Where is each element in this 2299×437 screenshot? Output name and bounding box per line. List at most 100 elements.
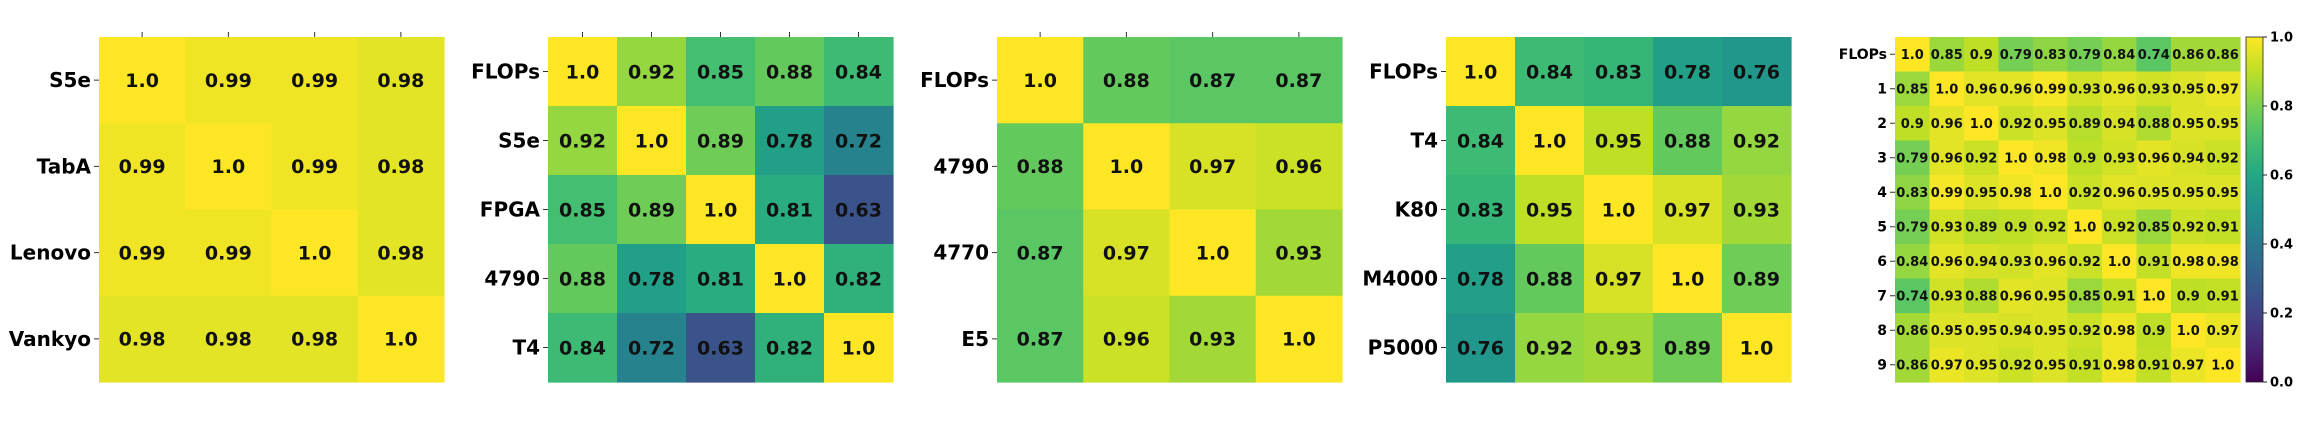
heatmap-panel-4: 1.0 0.84 0.83 0.78 0.76 0.84 1.0 0.95 0.88 0.92 0.…	[1362, 37, 1792, 383]
cell-value-label: 0.78	[1457, 268, 1504, 290]
heatmap-cell	[1895, 278, 1931, 314]
cell-value-label: 0.93	[1931, 289, 1963, 304]
heatmap-cell	[617, 244, 687, 314]
cell-value-label: 1.0	[1935, 82, 1958, 97]
cell-value-label: 0.9	[1901, 117, 1924, 132]
heatmap-cell	[2102, 347, 2138, 383]
cell-value-label: 0.83	[1595, 61, 1642, 83]
heatmap-cell	[1895, 244, 1931, 280]
heatmap-cell	[2067, 175, 2103, 211]
heatmap-cell	[2171, 347, 2207, 383]
heatmap-cell	[1895, 175, 1931, 211]
heatmap-cell	[1929, 209, 1965, 245]
cell-value-label: 0.95	[2034, 324, 2066, 339]
cell-value-label: 0.87	[1017, 242, 1064, 264]
cell-value-label: 0.79	[2069, 48, 2101, 63]
heatmap-cell	[1964, 106, 2000, 142]
heatmap-cell	[2033, 313, 2069, 349]
heatmap-cell	[2067, 347, 2103, 383]
heatmap-cell	[1998, 313, 2034, 349]
heatmap-cell	[2067, 209, 2103, 245]
heatmap-cell	[99, 37, 186, 124]
cell-value-label: 0.84	[835, 61, 882, 83]
heatmap-cell	[755, 106, 825, 176]
cell-value-label: 0.99	[205, 70, 252, 92]
cell-value-label: 1.0	[1901, 48, 1924, 63]
cell-value-label: 0.91	[2103, 289, 2135, 304]
y-tick-label: 5	[1877, 220, 1887, 236]
colorbar-tick-label: 1.0	[2270, 31, 2293, 46]
heatmap-cell	[1169, 295, 1257, 383]
heatmap-panel-3: 1.0 0.88 0.87 0.87 0.88 1.0 0.97 0.96 0.87 0.97 1.…	[920, 32, 1343, 383]
heatmap-cell	[997, 123, 1084, 211]
heatmap-cell	[185, 123, 273, 211]
heatmap-cell	[2102, 71, 2138, 107]
heatmap-cell	[686, 37, 756, 107]
heatmap-cell	[2067, 313, 2103, 349]
heatmap-cell	[2136, 209, 2172, 245]
y-tick-label: Lenovo	[10, 241, 91, 265]
heatmap-cell	[2067, 37, 2103, 73]
heatmap-cell	[1722, 313, 1792, 383]
heatmap-cell	[1964, 278, 2000, 314]
cell-value-label: 0.98	[2103, 324, 2135, 339]
heatmap-cell	[1515, 106, 1585, 176]
heatmap-cell	[1964, 140, 2000, 176]
heatmap-cell	[1998, 106, 2034, 142]
heatmap-cell	[2067, 106, 2103, 142]
cell-value-label: 0.91	[2138, 255, 2170, 270]
cell-value-label: 0.93	[1189, 329, 1236, 351]
cell-value-label: 0.84	[1896, 255, 1928, 270]
heatmap-cell	[824, 313, 894, 383]
heatmap-cell	[2033, 71, 2069, 107]
cell-value-label: 0.72	[835, 130, 882, 152]
cell-value-label: 0.98	[377, 156, 424, 178]
cell-value-label: 0.9	[2004, 220, 2027, 235]
cell-value-label: 0.85	[1896, 82, 1928, 97]
heatmap-cell	[271, 123, 359, 211]
heatmap-cell	[1998, 37, 2034, 73]
heatmap-cell	[1895, 140, 1931, 176]
cell-value-label: 0.86	[2172, 48, 2204, 63]
heatmap-cell	[686, 313, 756, 383]
cell-value-label: 1.0	[2073, 220, 2096, 235]
heatmap-cell	[548, 244, 618, 314]
heatmap-cell	[2102, 37, 2138, 73]
cell-value-label: 0.72	[628, 337, 675, 359]
cell-value-label: 0.95	[1965, 186, 1997, 201]
cell-value-label: 0.94	[2172, 151, 2204, 166]
cell-value-label: 1.0	[1110, 156, 1144, 178]
heatmap-cell	[2205, 244, 2241, 280]
cell-value-label: 0.95	[2034, 117, 2066, 132]
cell-value-label: 0.98	[2172, 255, 2204, 270]
heatmap-cell	[2136, 71, 2172, 107]
heatmap-cell	[1515, 244, 1585, 314]
cell-value-label: 0.92	[2207, 151, 2239, 166]
colorbar-tick-label: 0.6	[2270, 169, 2293, 184]
cell-value-label: 0.83	[1457, 199, 1504, 221]
cell-value-label: 0.92	[2000, 358, 2032, 373]
heatmap-cell	[1446, 313, 1516, 383]
heatmap-cell	[1964, 244, 2000, 280]
heatmap-cell	[271, 295, 359, 383]
cell-value-label: 0.93	[2069, 82, 2101, 97]
cell-value-label: 1.0	[842, 337, 876, 359]
heatmap-cell	[1515, 37, 1585, 107]
heatmap-cell	[1584, 175, 1654, 245]
cell-value-label: 0.91	[2138, 358, 2170, 373]
colorbar-tick-label: 0.8	[2270, 100, 2293, 115]
cell-value-label: 0.9	[2073, 151, 2096, 166]
heatmap-cell	[1584, 244, 1654, 314]
cell-value-label: 0.81	[766, 199, 813, 221]
heatmap-cell	[1584, 313, 1654, 383]
heatmap-cell	[1584, 106, 1654, 176]
cell-value-label: 1.0	[1196, 242, 1230, 264]
cell-value-label: 0.85	[697, 61, 744, 83]
heatmap-cell	[1895, 37, 1931, 73]
cell-value-label: 0.88	[1664, 130, 1711, 152]
heatmap-cell	[1515, 313, 1585, 383]
heatmap-cell	[2171, 278, 2207, 314]
heatmap-cell	[1653, 37, 1723, 107]
cell-value-label: 1.0	[1023, 70, 1057, 92]
cell-value-label: 0.93	[2138, 82, 2170, 97]
